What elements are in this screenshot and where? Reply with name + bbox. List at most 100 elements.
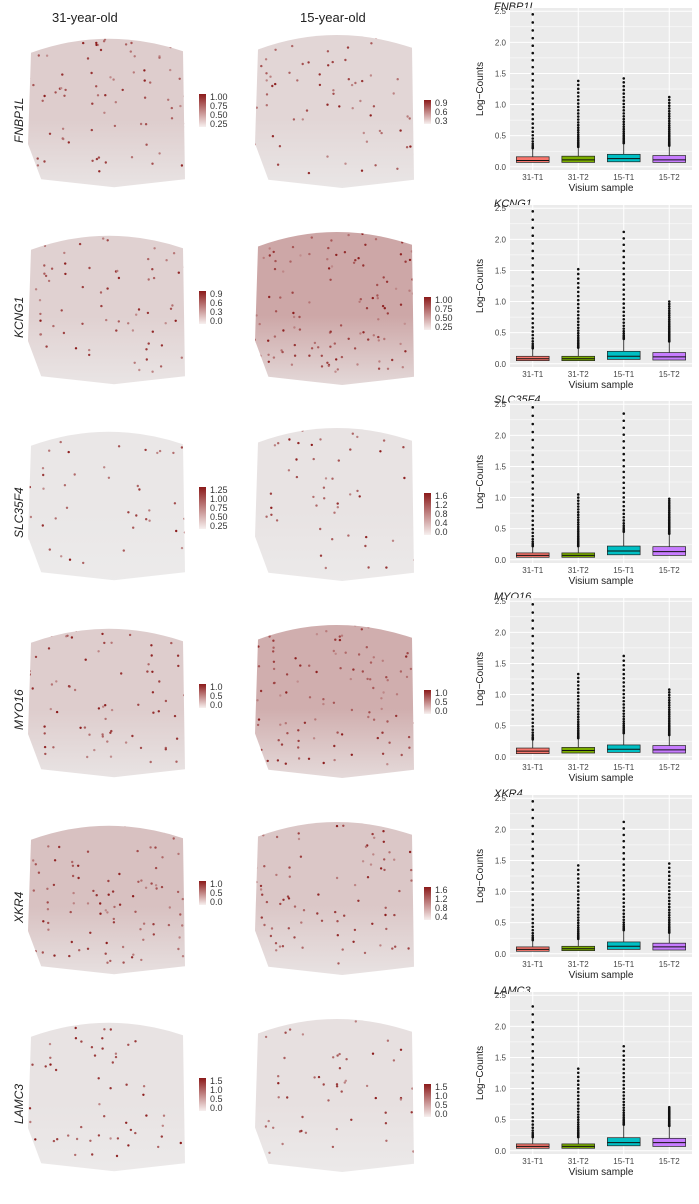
- colorbar-tick-label: 0.5: [210, 888, 223, 898]
- y-axis-label: Log−Counts: [475, 1046, 486, 1100]
- outlier-points: [667, 862, 671, 934]
- x-axis-label: Visium sample: [569, 1167, 634, 1178]
- y-tick-label: 0.0: [495, 1147, 507, 1156]
- colorbar-tick-label: 0.50: [435, 313, 453, 323]
- x-tick-label: 31-T1: [522, 370, 543, 379]
- colorbar-tick-label: 0.0: [435, 706, 448, 716]
- y-tick-label: 2.5: [495, 204, 507, 213]
- x-tick-label: 15-T2: [659, 1157, 680, 1166]
- tissue-31-0: [28, 38, 185, 188]
- y-tick-label: 2.0: [495, 38, 507, 47]
- gene-label-kcng1: KCNG1: [12, 296, 26, 338]
- colorbar-tick-label: 0.0: [210, 700, 223, 710]
- colorbar-tick-label: 0.4: [435, 912, 448, 922]
- colorbar-tick-label: 1.00: [210, 92, 228, 102]
- box-15-T1: [607, 153, 641, 163]
- tissue-31-3: [28, 628, 185, 778]
- outlier-points: [576, 493, 580, 548]
- y-tick-label: 1.0: [495, 1085, 507, 1094]
- y-tick-label: 1.0: [495, 298, 507, 307]
- y-tick-label: 1.0: [495, 888, 507, 897]
- outlier-points: [622, 820, 626, 932]
- x-tick-label: 31-T1: [522, 763, 543, 772]
- tissue-15-2: [255, 428, 414, 582]
- y-tick-label: 1.5: [495, 266, 507, 275]
- colorbar-31-0: 1.000.750.500.25: [199, 92, 228, 129]
- colorbar-tick-label: 0.50: [210, 110, 228, 120]
- colorbar-tick-label: 0.0: [435, 1109, 448, 1119]
- box-15-T1: [607, 1137, 641, 1147]
- y-tick-label: 1.0: [495, 691, 507, 700]
- tissue-15-4: [255, 822, 414, 976]
- colorbar-tick-label: 1.2: [435, 500, 448, 510]
- colorbar-tick-label: 0.0: [210, 897, 223, 907]
- x-tick-label: 31-T2: [568, 1157, 589, 1166]
- colorbar-15-4: 1.61.20.80.4: [424, 885, 448, 922]
- colorbar-tick-label: 0.50: [210, 512, 228, 522]
- colorbar-tick-label: 0.9: [210, 289, 223, 299]
- x-axis-label: Visium sample: [569, 576, 634, 587]
- x-tick-label: 31-T2: [568, 566, 589, 575]
- outlier-points: [622, 1044, 626, 1126]
- y-tick-label: 0.5: [495, 132, 507, 141]
- colorbar-15-0: 0.90.60.3: [424, 98, 448, 126]
- outlier-points: [576, 79, 580, 149]
- outlier-points: [622, 654, 626, 735]
- colorbar-31-2: 1.251.000.750.500.25: [199, 485, 228, 531]
- colorbar-tick-label: 0.3: [210, 307, 223, 317]
- gene-label-lamc3: LAMC3: [12, 1084, 26, 1125]
- tissue-31-1: [28, 235, 185, 385]
- outlier-points: [622, 77, 626, 145]
- y-axis-label: Log−Counts: [475, 62, 486, 116]
- y-tick-label: 0.0: [495, 556, 507, 565]
- x-axis-label: Visium sample: [569, 773, 634, 784]
- colorbar-15-1: 1.000.750.500.25: [424, 295, 453, 332]
- x-tick-label: 15-T1: [613, 370, 634, 379]
- y-tick-label: 1.5: [495, 856, 507, 865]
- x-tick-label: 15-T1: [613, 173, 634, 182]
- colorbar-tick-label: 0.5: [435, 697, 448, 707]
- x-tick-label: 15-T2: [659, 173, 680, 182]
- y-tick-label: 0.0: [495, 753, 507, 762]
- gene-label-fnbp1l: FNBP1L: [12, 97, 26, 143]
- colorbar-tick-label: 0.75: [210, 503, 228, 513]
- tissue-15-3: [255, 625, 414, 779]
- outlier-points: [531, 13, 535, 150]
- x-tick-label: 15-T1: [613, 1157, 634, 1166]
- y-tick-label: 2.0: [495, 628, 507, 637]
- colorbar-tick-label: 0.0: [210, 316, 223, 326]
- colorbar-tick-label: 0.6: [435, 107, 448, 117]
- colorbar-tick-label: 1.5: [435, 1082, 448, 1092]
- outlier-points: [667, 1105, 671, 1128]
- y-tick-label: 1.5: [495, 1053, 507, 1062]
- colorbar-tick-label: 0.4: [435, 518, 448, 528]
- x-tick-label: 15-T2: [659, 763, 680, 772]
- x-tick-label: 31-T1: [522, 566, 543, 575]
- colorbar-tick-label: 1.2: [435, 894, 448, 904]
- box-15-T2: [652, 352, 686, 361]
- outlier-points: [667, 300, 671, 343]
- y-tick-label: 1.5: [495, 462, 507, 471]
- outlier-points: [531, 800, 535, 942]
- box-15-T2: [652, 745, 686, 754]
- x-tick-label: 15-T1: [613, 566, 634, 575]
- colorbar-tick-label: 0.8: [435, 903, 448, 913]
- colorbar-tick-label: 0.0: [435, 527, 448, 537]
- colorbar-tick-label: 1.25: [210, 485, 228, 495]
- colorbar-tick-label: 0.9: [435, 98, 448, 108]
- x-axis-label: Visium sample: [569, 183, 634, 194]
- y-axis-label: Log−Counts: [475, 455, 486, 509]
- y-tick-label: 2.0: [495, 235, 507, 244]
- x-tick-label: 31-T2: [568, 370, 589, 379]
- y-tick-label: 1.0: [495, 101, 507, 110]
- gene-label-xkr4: XKR4: [12, 891, 26, 923]
- colorbar-tick-label: 1.6: [435, 491, 448, 501]
- outlier-points: [531, 1005, 535, 1139]
- tissue-15-5: [255, 1019, 414, 1173]
- header-15-year-old: 15-year-old: [300, 10, 366, 25]
